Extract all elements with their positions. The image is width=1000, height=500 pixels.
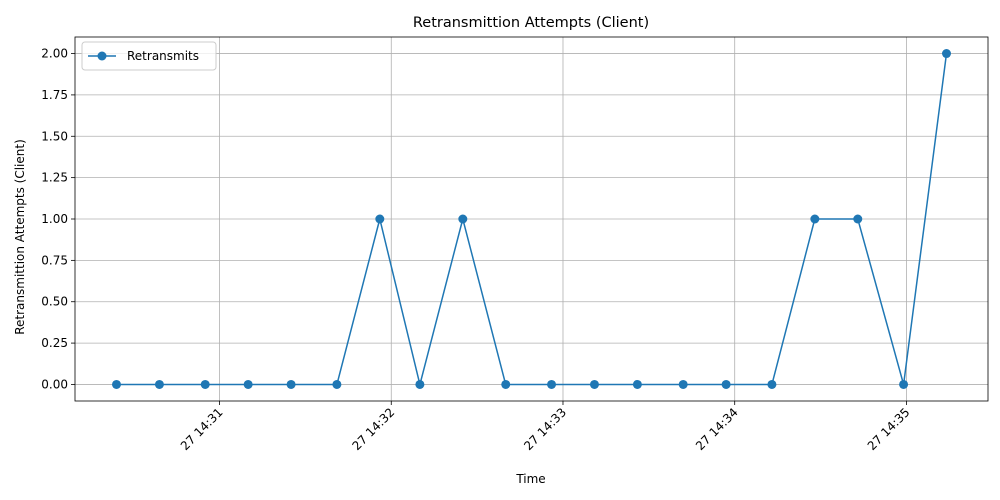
data-point — [458, 214, 468, 224]
data-point — [589, 379, 599, 389]
data-point — [243, 379, 253, 389]
data-point — [415, 379, 425, 389]
data-point — [332, 379, 342, 389]
x-tick-label: 27 14:33 — [521, 405, 569, 453]
y-tick-label: 0.25 — [41, 336, 68, 350]
data-point — [286, 379, 296, 389]
plot-area — [112, 49, 951, 389]
data-point — [200, 379, 210, 389]
y-tick-label: 1.75 — [41, 88, 68, 102]
x-tick-label: 27 14:34 — [693, 405, 741, 453]
data-point — [678, 379, 688, 389]
chart-title: Retransmittion Attempts (Client) — [413, 15, 649, 31]
y-axis-label: Retransmittion Attempts (Client) — [13, 139, 27, 335]
legend-label: Retransmits — [127, 49, 199, 63]
series-line — [116, 53, 948, 386]
data-point — [721, 379, 731, 389]
legend: Retransmits — [81, 41, 217, 71]
data-point — [501, 379, 511, 389]
data-point — [154, 379, 164, 389]
y-tick-label: 1.00 — [41, 212, 68, 226]
data-point — [375, 214, 385, 224]
data-point — [767, 379, 777, 389]
data-point — [632, 379, 642, 389]
y-tick-label: 0.00 — [41, 377, 68, 391]
x-axis-label: Time — [515, 472, 545, 486]
data-point — [899, 379, 909, 389]
y-tick-label: 2.00 — [41, 47, 68, 61]
x-tick-label: 27 14:35 — [865, 405, 913, 453]
y-tick-label: 0.75 — [41, 253, 68, 267]
data-point — [547, 379, 557, 389]
y-tick-label: 0.50 — [41, 295, 68, 309]
x-tick-label: 27 14:32 — [350, 405, 398, 453]
x-tick-label: 27 14:31 — [178, 405, 226, 453]
legend-marker — [97, 51, 107, 61]
axes-frame — [74, 36, 989, 402]
data-point — [810, 214, 820, 224]
y-tick-label: 1.50 — [41, 129, 68, 143]
y-tick-label: 1.25 — [41, 171, 68, 185]
legend-frame — [81, 41, 217, 71]
axes: 27 14:31 27 14:32 27 14:33 27 14:34 27 14:35… — [41, 36, 989, 453]
data-point — [853, 214, 863, 224]
data-point — [942, 49, 951, 59]
data-point — [112, 379, 121, 389]
